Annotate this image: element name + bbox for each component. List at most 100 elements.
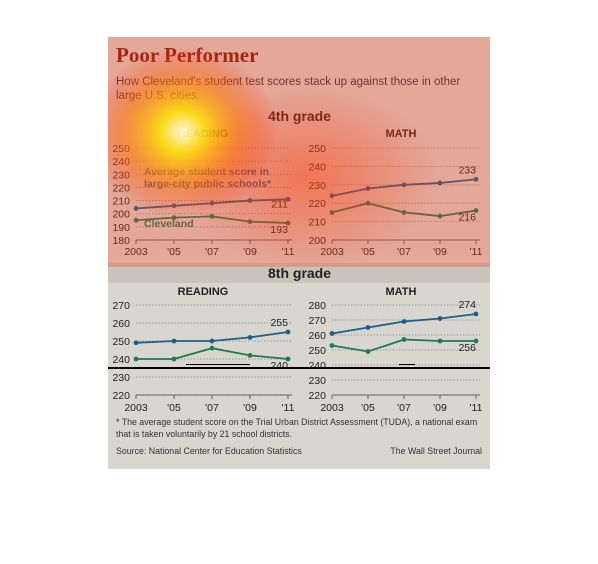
mark-line-left [186,364,250,365]
x-tick-label: 2003 [320,246,344,258]
data-point [133,206,139,211]
data-point [401,210,407,215]
x-tick-label: '09 [243,402,257,414]
y-tick-label: 260 [112,318,130,330]
y-tick-label: 240 [112,354,130,366]
average-annotation-line1: Average student score in [144,166,269,178]
x-tick-label: '11 [282,402,295,414]
panel-title: MATH [386,128,417,140]
chart-title: Poor Performer [116,43,259,67]
data-point [329,343,335,348]
x-tick-label: '11 [470,402,483,414]
x-tick-label: '05 [167,246,181,258]
x-tick-label: '07 [205,246,219,258]
y-tick-label: 220 [308,390,326,402]
end-value-label: 256 [458,342,476,354]
grade-8-band [108,263,490,283]
data-point [365,186,371,191]
y-tick-label: 220 [308,198,326,210]
x-tick-label: '11 [282,246,295,258]
data-point [133,356,139,362]
data-point [133,217,139,223]
mark-line-right [399,364,415,365]
y-tick-label: 250 [112,336,130,348]
data-point [365,200,371,206]
end-value-label: 216 [458,212,476,224]
data-point [171,203,177,209]
y-tick-label: 240 [308,161,326,173]
data-point [437,213,443,219]
divider-line [108,367,490,369]
source-note: Source: National Center for Education St… [116,446,302,456]
data-point [401,337,407,342]
data-point [247,353,253,358]
x-tick-label: 2003 [124,246,148,258]
panel-8th-math: MATH 220 230 240 250 260 270 280 2003 '05 '07 '09 '1… [308,286,483,414]
panel-title: READING [178,128,229,140]
data-point [247,335,253,340]
data-point [329,210,335,215]
x-tick-label: '09 [433,246,447,258]
y-tick-label: 230 [308,375,326,387]
y-tick-label: 240 [112,156,130,168]
data-point [473,208,479,213]
grade-4-heading: 4th grade [268,108,332,124]
y-tick-label: 250 [308,143,326,155]
average-annotation: Average student score in large-city publi… [144,166,272,190]
data-point [329,331,335,336]
end-value-label: 255 [270,317,288,329]
y-tick-label: 220 [112,182,130,194]
data-point [209,200,215,206]
series-line [331,178,477,197]
x-tick-label: '07 [397,402,411,414]
y-tick-label: 210 [308,217,326,229]
data-point [473,338,479,344]
panel-4th-math: MATH2002102202302402502003'05'07'09'1123… [308,128,483,258]
end-value-label: 233 [458,164,476,176]
y-tick-label: 280 [308,300,326,312]
data-point [285,356,291,362]
y-tick-label: 260 [308,330,326,342]
chart-subtitle: How Cleveland's student test scores stac… [116,76,461,102]
data-point [209,338,215,344]
y-tick-label: 180 [112,235,130,247]
y-tick-label: 270 [308,315,326,327]
y-tick-label: 230 [308,180,326,192]
grade-8-heading: 8th grade [268,265,332,281]
data-point [171,356,177,362]
y-tick-label: 190 [112,222,130,234]
panel-8th-reading: READING 220 230 240 250 260 270 2003 '05 '07 '09 '1… [112,286,295,414]
panel-title: READING [178,286,229,298]
footnote: * The average student score on the Trial… [116,417,478,439]
x-tick-label: '07 [205,402,219,414]
data-point [473,176,479,182]
y-tick-label: 250 [112,143,130,155]
y-tick-label: 200 [112,209,130,221]
y-tick-label: 270 [112,300,130,312]
x-tick-label: '11 [470,246,483,258]
end-value-label: 211 [271,198,288,210]
data-point [209,213,215,219]
y-tick-label: 250 [308,345,326,357]
x-tick-label: 2003 [320,402,344,414]
y-tick-label: 230 [112,372,130,384]
cleveland-annotation: Cleveland [144,218,194,230]
end-value-label: 240 [270,360,288,372]
data-point [365,349,371,354]
data-point [209,345,215,351]
data-point [437,338,443,344]
x-tick-label: '09 [433,402,447,414]
data-point [473,311,479,317]
y-tick-label: 230 [112,169,130,181]
x-tick-label: '07 [397,246,411,258]
credit: The Wall Street Journal [390,446,482,456]
data-point [247,219,253,224]
y-tick-label: 240 [308,360,326,372]
x-tick-label: '05 [167,402,181,414]
x-tick-label: '05 [361,246,375,258]
end-value-label: 193 [270,224,288,236]
y-tick-label: 220 [112,390,130,402]
panel-title: MATH [386,286,417,298]
data-point [285,329,291,335]
